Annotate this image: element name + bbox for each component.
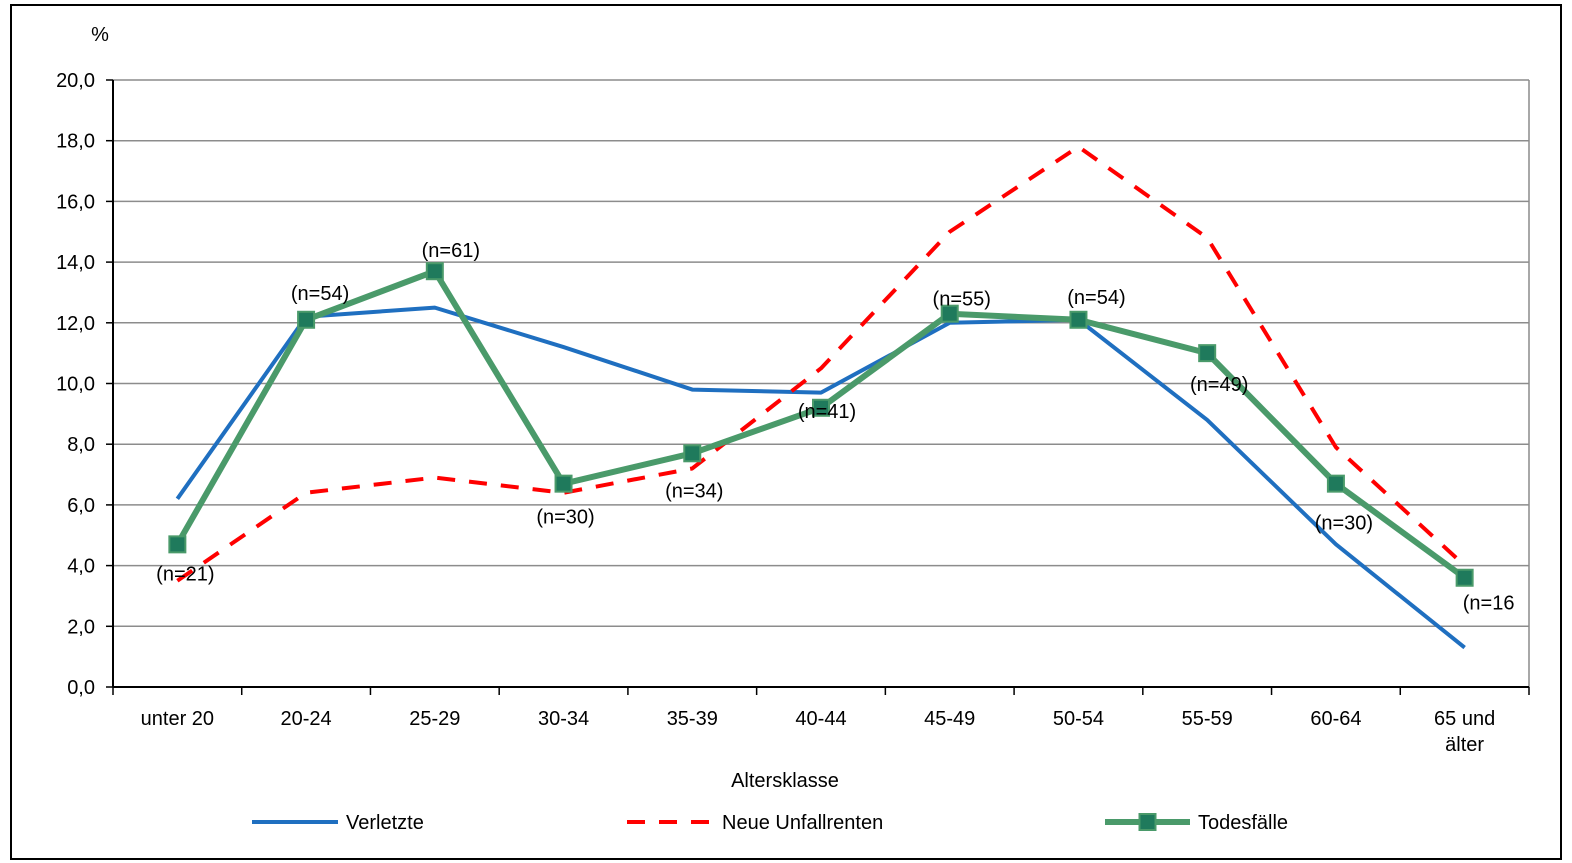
y-axis-unit: % [91, 24, 109, 46]
series-line-2 [176, 144, 1466, 583]
x-axis-title: Altersklasse [731, 770, 839, 792]
series-line-3 [174, 268, 1467, 581]
y-tick-label: 6,0 [67, 495, 95, 517]
data-point-marker [1069, 310, 1088, 329]
data-label: (n=55) [933, 289, 991, 311]
x-tick-label: 55-59 [1182, 708, 1233, 730]
y-tick-label: 8,0 [67, 434, 95, 456]
data-label: (n=61) [422, 240, 480, 262]
grid-lines [113, 79, 1530, 687]
x-tick-label: 40-44 [795, 708, 846, 730]
data-point-marker [1198, 344, 1217, 363]
x-tick-label: 60-64 [1310, 708, 1361, 730]
x-tick-label: 65 und älter [1434, 708, 1495, 756]
data-point-marker [940, 304, 959, 323]
x-tick-label: 45-49 [924, 708, 975, 730]
data-point-marker [683, 444, 702, 463]
data-label: (n=49) [1190, 374, 1248, 396]
axes: 0,0 2,0 4,0 6,0 8,0 10,0 12,0 14,0 16,0 18,0 20,0 u… [56, 70, 1530, 756]
data-label: (n=21) [156, 563, 214, 585]
data-point-marker [1455, 568, 1474, 587]
chart-frame [10, 4, 1562, 860]
legend: Verletzte Neue Unfallrenten Todesfälle [252, 812, 1288, 834]
x-tick-label: 30-34 [538, 708, 589, 730]
y-tick-label: 2,0 [67, 616, 95, 638]
series-lines [168, 144, 1474, 650]
x-tick-label: unter 20 [141, 708, 214, 730]
y-tick-label: 0,0 [67, 677, 95, 699]
legend-label: Todesfälle [1198, 812, 1288, 834]
point-labels: (n=21) (n=54) (n=61) (n=30) (n=34) (n=41) (n=5… [156, 240, 1514, 615]
legend-marker [1138, 813, 1157, 831]
data-label: (n=54) [291, 283, 349, 305]
x-tick-label: 50-54 [1053, 708, 1104, 730]
x-tick-label: 25-29 [409, 708, 460, 730]
data-label: (n=34) [665, 480, 723, 502]
data-label: (n=54) [1067, 287, 1125, 309]
data-point-marker [425, 262, 444, 281]
y-tick-label: 18,0 [56, 131, 95, 153]
y-tick-label: 4,0 [67, 556, 95, 578]
y-tick-label: 20,0 [56, 70, 95, 92]
y-tick-label: 10,0 [56, 374, 95, 396]
y-tick-label: 14,0 [56, 252, 95, 274]
data-point-marker [554, 474, 573, 493]
legend-label: Neue Unfallrenten [722, 812, 883, 834]
data-label: (n=16 [1463, 593, 1515, 615]
data-point-marker [297, 310, 316, 329]
data-point-marker [1326, 474, 1345, 493]
y-tick-label: 16,0 [56, 191, 95, 213]
data-point-marker [812, 398, 830, 417]
x-tick-label: 20-24 [281, 708, 332, 730]
data-label: (n=30) [1315, 513, 1373, 535]
y-tick-label: 12,0 [56, 313, 95, 335]
x-tick-label: 35-39 [667, 708, 718, 730]
data-label: (n=30) [536, 507, 594, 529]
legend-label: Verletzte [346, 812, 424, 834]
series-line-1 [175, 305, 1466, 650]
data-point-marker [168, 535, 187, 554]
data-label: (n=41) [798, 401, 856, 423]
